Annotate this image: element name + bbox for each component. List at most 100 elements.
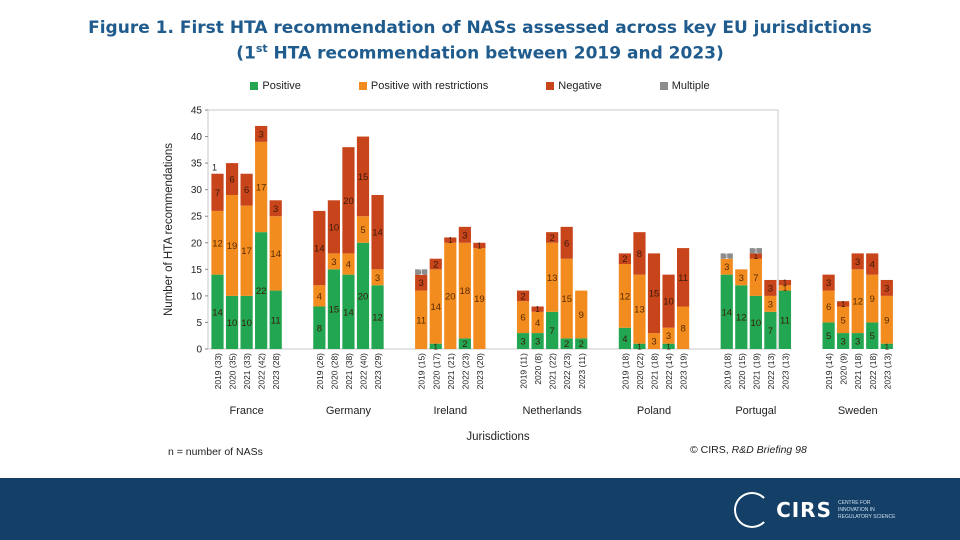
group-label: Poland (637, 405, 671, 417)
bar-segment-negative (866, 253, 879, 275)
bar-segment-negative (647, 253, 661, 334)
x-axis-label: Jurisdictions (466, 431, 530, 443)
bar-data-label: 20 (445, 291, 456, 302)
category-tick-label: 2021 (18) (853, 353, 863, 390)
bar-segment-positive (662, 343, 675, 349)
legend-label-positive-with-restrictions: Positive with restrictions (370, 80, 489, 92)
legend-item-negative: Negative (546, 80, 602, 92)
bar-data-label: 10 (329, 222, 340, 233)
bar-segment-positive-with-restrictions (677, 306, 690, 349)
group-label: Sweden (838, 405, 878, 417)
bar-segment-positive-with-restrictions (473, 248, 486, 349)
bar-segment-negative (356, 136, 370, 217)
bar-data-label: 1 (477, 241, 482, 250)
legend-label-positive: Positive (262, 80, 301, 92)
bar-segment-negative (240, 173, 253, 206)
bar-segment-negative (458, 226, 471, 243)
bar-segment-positive (633, 343, 646, 349)
bar-segment-positive (516, 333, 530, 349)
bar-data-label: 5 (360, 225, 365, 236)
figure-subtitle: (1st HTA recommendation between 2019 and… (236, 42, 724, 64)
y-tick-label: 0 (196, 345, 202, 356)
bar-segment-positive-with-restrictions (444, 242, 457, 349)
group-label: Ireland (433, 405, 467, 417)
y-tick-label: 10 (191, 291, 203, 302)
bar-segment-negative (560, 226, 573, 259)
bar-data-label: 3 (666, 331, 671, 342)
bar-top-label: 1 (212, 163, 217, 173)
bar-segment-positive-with-restrictions (458, 242, 471, 339)
category-tick-label: 2022 (40) (359, 353, 369, 390)
category-tick-label: 2019 (15) (417, 353, 427, 390)
bar-segment-negative (531, 306, 544, 312)
bar-data-label: 9 (870, 294, 875, 305)
bar-segment-positive-with-restrictions (778, 285, 792, 291)
bar-data-label: 11 (780, 315, 790, 326)
bar-data-label: 20 (358, 291, 369, 302)
bar-data-label: 2 (520, 291, 525, 302)
bar-data-label: 3 (331, 257, 336, 268)
bar-segment-positive (531, 333, 544, 349)
bar-segment-negative (255, 125, 268, 142)
bar-segment-positive (371, 285, 384, 349)
y-axis-label: Number of HTA recommendations (163, 143, 175, 316)
bar-data-label: 14 (212, 307, 223, 318)
category-tick-label: 2023 (13) (780, 353, 790, 390)
bar-data-label: 6 (244, 185, 249, 196)
bar-data-label: 4 (346, 260, 351, 271)
bar-data-label: 2 (550, 233, 555, 244)
bar-segment-positive-with-restrictions (313, 285, 326, 307)
bar-data-label: 1 (637, 342, 642, 351)
bar-data-label: 9 (884, 315, 889, 326)
category-tick-label: 2022 (18) (868, 353, 878, 390)
bar-segment-positive (255, 232, 268, 349)
bar-data-label: 13 (634, 305, 645, 316)
category-tick-label: 2022 (23) (460, 353, 470, 390)
bar-data-label: 7 (550, 326, 555, 337)
bar-segment-positive (356, 242, 370, 349)
bar-data-label: 3 (768, 299, 773, 310)
bar-data-label: 3 (651, 337, 656, 348)
bar-data-label: 5 (841, 315, 846, 326)
bar-segment-positive-with-restrictions (720, 258, 733, 275)
bar-data-label: 1 (535, 305, 540, 314)
bar-data-label: 19 (474, 294, 485, 305)
note-n-definition: n = number of NASs (168, 446, 263, 458)
bar-data-label: 12 (736, 313, 747, 324)
y-tick-label: 35 (191, 159, 203, 170)
bar-segment-negative (313, 210, 326, 286)
bar-segment-negative (677, 248, 690, 307)
bar-segment-positive (866, 322, 879, 349)
bar-segment-negative (516, 290, 530, 302)
bar-segment-negative (415, 274, 428, 291)
bar-data-label: 6 (826, 302, 831, 313)
legend-swatch-positive (250, 82, 259, 90)
bar-data-label: 13 (547, 273, 558, 284)
bar-segment-positive-with-restrictions (546, 242, 559, 312)
category-tick-label: 2023 (28) (271, 353, 281, 390)
bar-data-label: 1 (783, 279, 788, 288)
bar-segment-negative (546, 232, 559, 243)
y-tick-label: 45 (191, 106, 203, 117)
category-tick-label: 2022 (13) (766, 353, 776, 390)
category-tick-label: 2022 (14) (664, 353, 674, 390)
bar-data-label: 1 (448, 236, 453, 245)
legend-swatch-multiple (659, 82, 668, 90)
bar-segment-positive (313, 306, 326, 349)
legend-item-positive-with-restrictions: Positive with restrictions (358, 80, 489, 92)
bar-data-label: 7 (753, 273, 758, 284)
y-tick-label: 15 (191, 265, 203, 276)
bar-segment-negative (327, 200, 340, 254)
bar-segment-positive (720, 274, 733, 349)
bar-data-label: 14 (372, 228, 383, 239)
bar-segment-positive-with-restrictions (749, 258, 762, 296)
bar-data-label: 3 (884, 283, 889, 294)
bar-data-label: 20 (343, 196, 354, 207)
group-label: Portugal (735, 405, 776, 417)
bar-data-label: 7 (768, 326, 773, 337)
bar-segment-negative (429, 258, 442, 270)
bar-segment-negative (211, 173, 224, 211)
bar-segment-negative (473, 242, 486, 249)
legend-label-multiple: Multiple (671, 80, 710, 92)
y-tick-label: 30 (191, 185, 203, 196)
